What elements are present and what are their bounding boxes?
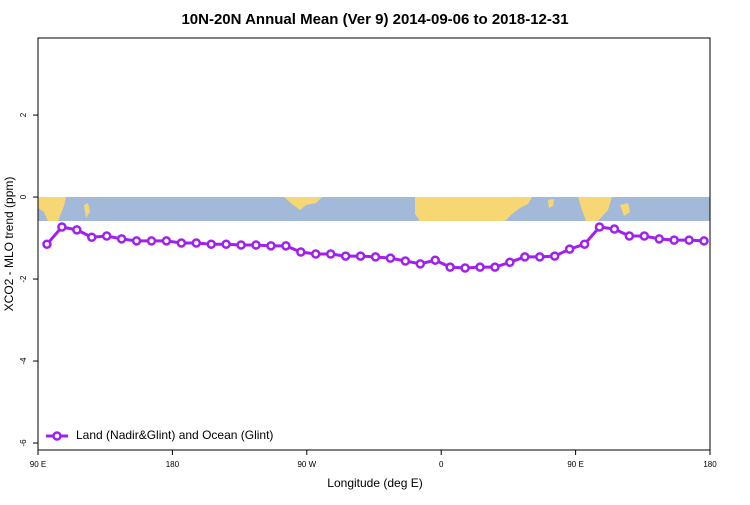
point bbox=[72, 225, 82, 235]
x-tick-label: 90 W bbox=[297, 460, 316, 469]
point bbox=[340, 251, 351, 261]
x-tick-label: 180 bbox=[166, 460, 180, 469]
point bbox=[266, 241, 276, 251]
point bbox=[87, 232, 97, 242]
point bbox=[116, 234, 127, 244]
land bbox=[38, 197, 630, 221]
point bbox=[684, 235, 694, 245]
x-tick-label: 180 bbox=[703, 460, 717, 469]
point bbox=[251, 240, 261, 250]
point bbox=[505, 257, 515, 267]
point bbox=[221, 239, 231, 249]
point bbox=[191, 238, 202, 248]
x-tick-label: 90 E bbox=[30, 460, 46, 469]
y-tick-label: 0 bbox=[19, 194, 28, 199]
plot-frame bbox=[37, 37, 711, 451]
point bbox=[460, 263, 470, 273]
legend-label: Land (Nadir&Glint) and Ocean (Glint) bbox=[76, 428, 273, 442]
point bbox=[131, 236, 142, 246]
map-band bbox=[38, 197, 710, 221]
point bbox=[281, 241, 291, 251]
point bbox=[370, 252, 381, 262]
y-tick-label: 2 bbox=[19, 112, 28, 117]
point bbox=[699, 236, 709, 246]
point bbox=[669, 235, 679, 245]
point bbox=[415, 259, 426, 269]
point bbox=[609, 224, 620, 234]
point bbox=[400, 256, 411, 266]
point bbox=[654, 234, 664, 244]
point bbox=[206, 239, 216, 249]
point bbox=[520, 252, 530, 262]
x-tick-label: 90 E bbox=[567, 460, 583, 469]
point bbox=[535, 252, 545, 262]
point bbox=[445, 262, 455, 272]
point bbox=[311, 249, 321, 259]
y-axis-label: XCO2 - MLO trend (ppm) bbox=[2, 177, 16, 312]
point bbox=[475, 262, 485, 272]
chart-title: 10N-20N Annual Mean (Ver 9) 2014-09-06 t… bbox=[181, 11, 568, 28]
point bbox=[430, 255, 440, 265]
point bbox=[57, 222, 67, 232]
point bbox=[385, 253, 396, 263]
point bbox=[564, 244, 575, 254]
point bbox=[176, 238, 187, 248]
point bbox=[42, 239, 52, 249]
y-tick-label: -2 bbox=[19, 275, 28, 283]
point bbox=[236, 240, 246, 250]
y-tick-label: -6 bbox=[19, 439, 28, 447]
point bbox=[355, 251, 366, 261]
point bbox=[639, 231, 650, 241]
series-line bbox=[45, 225, 705, 270]
y-tick-label: -4 bbox=[19, 357, 28, 365]
point bbox=[579, 239, 590, 249]
point bbox=[594, 222, 605, 232]
point bbox=[161, 236, 172, 246]
x-tick-label: 0 bbox=[439, 460, 444, 469]
point bbox=[146, 236, 157, 246]
point bbox=[549, 251, 560, 261]
point bbox=[296, 247, 306, 257]
point bbox=[624, 231, 635, 241]
legend-marker bbox=[52, 431, 62, 441]
point bbox=[325, 249, 336, 259]
point bbox=[490, 262, 500, 272]
point bbox=[101, 231, 112, 241]
x-axis-label: Longitude (deg E) bbox=[327, 476, 422, 490]
